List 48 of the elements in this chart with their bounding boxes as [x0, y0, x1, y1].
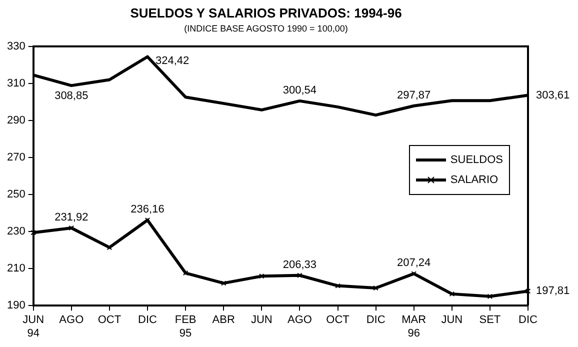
data-label: 308,85 [54, 90, 88, 102]
x-tick-label: DIC [366, 314, 386, 326]
x-tick-label: FEB 95 [174, 314, 196, 340]
point [259, 274, 264, 279]
y-tick-label: 250 [6, 188, 26, 201]
x-tick-label: OCT [98, 314, 122, 326]
point [30, 230, 36, 236]
data-label: 231,92 [54, 212, 88, 224]
y-tick-label: 230 [6, 226, 26, 238]
point [487, 294, 493, 299]
point [68, 225, 74, 231]
data-label: 236,16 [130, 204, 164, 216]
y-tick-label: 270 [6, 152, 26, 164]
data-label: 206,33 [282, 258, 317, 271]
x-tick-label: JUN 94 [22, 314, 44, 340]
point [525, 288, 531, 294]
y-tick-label: 190 [6, 300, 26, 312]
point [220, 280, 226, 286]
data-label: 297,87 [397, 89, 431, 102]
data-label: 324,42 [156, 54, 190, 67]
point [411, 271, 416, 276]
point [297, 272, 302, 278]
x-tick-label: AGO [287, 314, 312, 326]
x-tick-label: DIC [518, 314, 538, 326]
y-tick-label: 290 [6, 114, 26, 126]
data-label: 207,24 [397, 257, 431, 270]
point [182, 270, 188, 276]
x-tick-label: MAR 96 [402, 314, 426, 340]
x-tick-label: AGO [59, 314, 84, 326]
x-tick-label: OCT [326, 314, 350, 326]
point [373, 285, 378, 291]
x-tick-label: DIC [138, 314, 158, 326]
x-tick-label: ABR [212, 314, 235, 326]
chart-title: SUELDOS Y SALARIOS PRIVADOS: 1994-96 [130, 5, 402, 20]
x-tick-label: JUN [250, 314, 272, 326]
legend-label: SALARIO [450, 174, 498, 186]
data-label: 303,61 [536, 89, 570, 102]
data-label: 300,54 [282, 84, 317, 96]
y-tick-label: 310 [6, 77, 26, 90]
point [449, 291, 455, 297]
x-tick-label: JUN [441, 314, 463, 326]
data-label: 197,81 [536, 285, 570, 298]
point [335, 283, 340, 288]
chart-subtitle: (INDICE BASE AGOSTO 1990 = 100,00) [184, 23, 348, 34]
legend-label: SUELDOS [450, 154, 503, 166]
y-tick-label: 330 [6, 40, 26, 52]
x-tick-label: SET [479, 314, 501, 326]
y-tick-label: 210 [6, 262, 26, 275]
